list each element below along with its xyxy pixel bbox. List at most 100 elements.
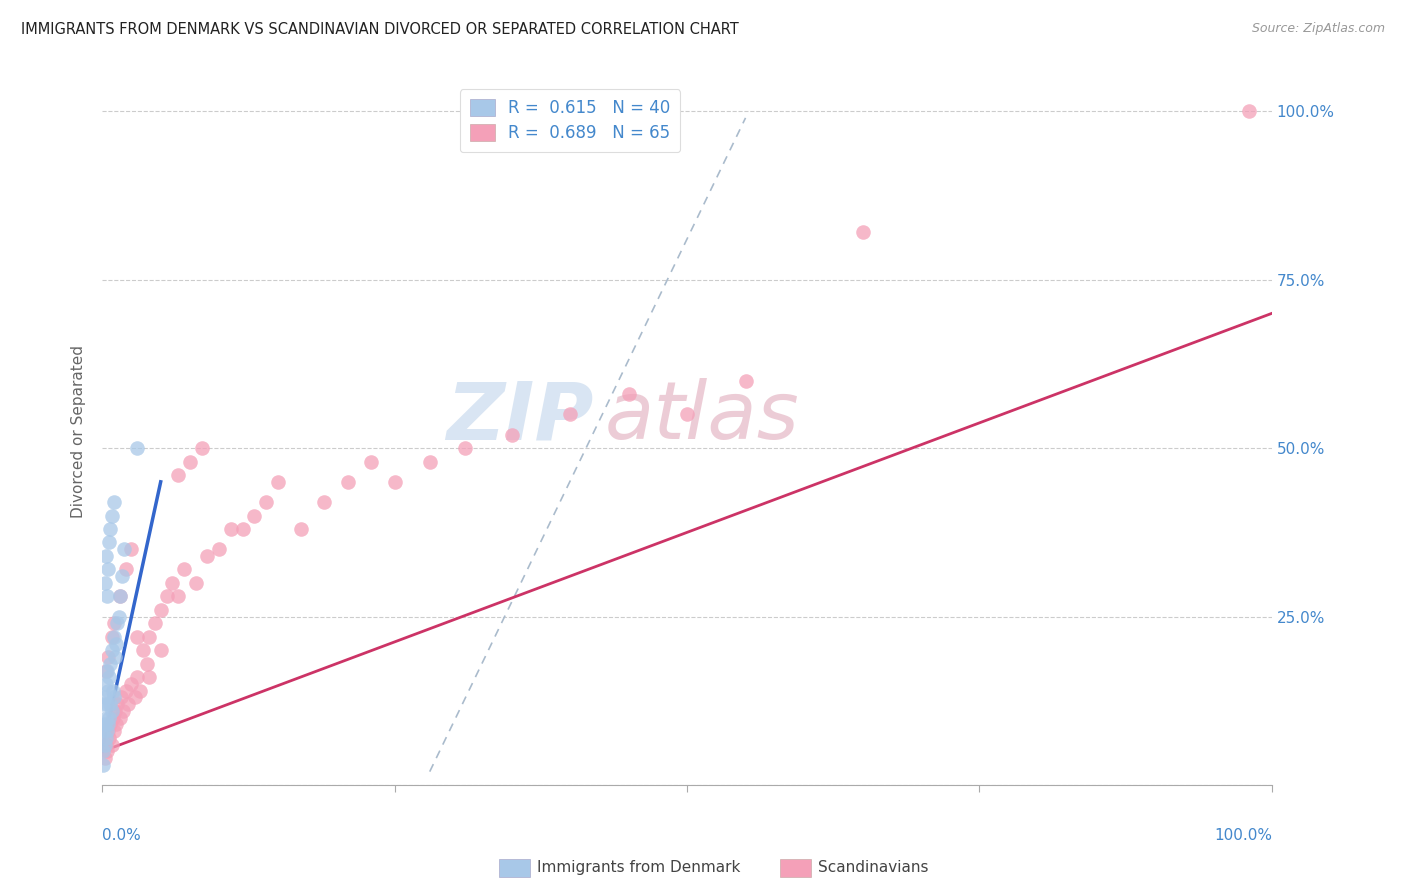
Point <box>190 441 212 455</box>
Text: Source: ZipAtlas.com: Source: ZipAtlas.com <box>1251 22 1385 36</box>
Point <box>108 590 131 604</box>
Point <box>101 683 124 698</box>
Point <box>138 630 160 644</box>
Point <box>98 670 121 684</box>
Point <box>127 441 149 455</box>
Point <box>114 542 136 557</box>
Point <box>179 454 201 468</box>
Point <box>93 697 115 711</box>
Point <box>93 575 115 590</box>
Point <box>167 590 190 604</box>
Point <box>97 650 120 665</box>
Point <box>105 636 128 650</box>
Point <box>117 697 139 711</box>
Point <box>734 374 756 388</box>
Point <box>155 590 177 604</box>
Point <box>111 569 134 583</box>
Point <box>104 650 127 665</box>
Point <box>97 683 120 698</box>
Point <box>96 697 118 711</box>
Point <box>97 724 120 739</box>
Point <box>100 704 122 718</box>
Point <box>103 495 125 509</box>
Point <box>104 704 127 718</box>
Point <box>100 508 122 523</box>
Point <box>100 657 122 671</box>
Point <box>617 387 640 401</box>
Point <box>120 677 142 691</box>
Text: atlas: atlas <box>605 378 800 456</box>
Point <box>98 535 121 549</box>
Point <box>93 690 115 705</box>
Point <box>100 522 122 536</box>
Point <box>94 664 117 678</box>
Point <box>114 683 136 698</box>
Point <box>208 542 231 557</box>
Point <box>184 575 207 590</box>
Point <box>103 616 125 631</box>
Point <box>107 697 129 711</box>
Point <box>360 454 382 468</box>
Text: ZIP: ZIP <box>446 378 593 456</box>
Y-axis label: Divorced or Separated: Divorced or Separated <box>72 345 86 517</box>
Point <box>132 643 155 657</box>
Point <box>124 690 146 705</box>
Point <box>384 475 406 489</box>
Point <box>167 468 190 483</box>
Point <box>107 616 129 631</box>
Point <box>254 495 277 509</box>
Point <box>96 590 118 604</box>
Point <box>108 590 131 604</box>
Point <box>96 744 118 758</box>
Point <box>114 562 136 576</box>
Point <box>103 690 125 705</box>
Point <box>162 575 184 590</box>
Point <box>93 751 115 765</box>
Point <box>110 690 132 705</box>
Point <box>96 664 118 678</box>
Point <box>243 508 266 523</box>
Point <box>100 738 122 752</box>
Text: 100.0%: 100.0% <box>1213 828 1272 843</box>
Point <box>93 738 115 752</box>
Point <box>96 724 118 739</box>
Text: IMMIGRANTS FROM DENMARK VS SCANDINAVIAN DIVORCED OR SEPARATED CORRELATION CHART: IMMIGRANTS FROM DENMARK VS SCANDINAVIAN … <box>21 22 738 37</box>
Point <box>266 475 288 489</box>
Point <box>97 562 120 576</box>
Point <box>173 562 195 576</box>
Text: Scandinavians: Scandinavians <box>818 861 929 875</box>
Point <box>143 616 166 631</box>
Point <box>100 697 122 711</box>
Point <box>93 724 115 739</box>
Point <box>120 542 142 557</box>
Point <box>138 670 160 684</box>
Point <box>94 677 117 691</box>
Point <box>135 657 157 671</box>
Point <box>419 454 441 468</box>
Point <box>101 711 124 725</box>
Point <box>108 711 131 725</box>
Point <box>94 731 117 745</box>
Legend: R =  0.615   N = 40, R =  0.689   N = 65: R = 0.615 N = 40, R = 0.689 N = 65 <box>460 89 681 153</box>
Point <box>232 522 254 536</box>
Point <box>98 731 121 745</box>
Point <box>107 609 129 624</box>
Point <box>1237 104 1260 119</box>
Point <box>93 758 115 772</box>
Point <box>112 704 135 718</box>
Point <box>97 717 120 731</box>
Point <box>127 630 149 644</box>
Point <box>149 603 172 617</box>
Point <box>103 724 125 739</box>
Text: Immigrants from Denmark: Immigrants from Denmark <box>537 861 741 875</box>
Point <box>197 549 219 563</box>
Point <box>676 408 699 422</box>
Point <box>94 738 117 752</box>
Text: 0.0%: 0.0% <box>103 828 141 843</box>
Point <box>290 522 312 536</box>
Point <box>219 522 242 536</box>
Point <box>98 711 121 725</box>
Point <box>336 475 359 489</box>
Point <box>100 643 122 657</box>
Point <box>100 630 122 644</box>
